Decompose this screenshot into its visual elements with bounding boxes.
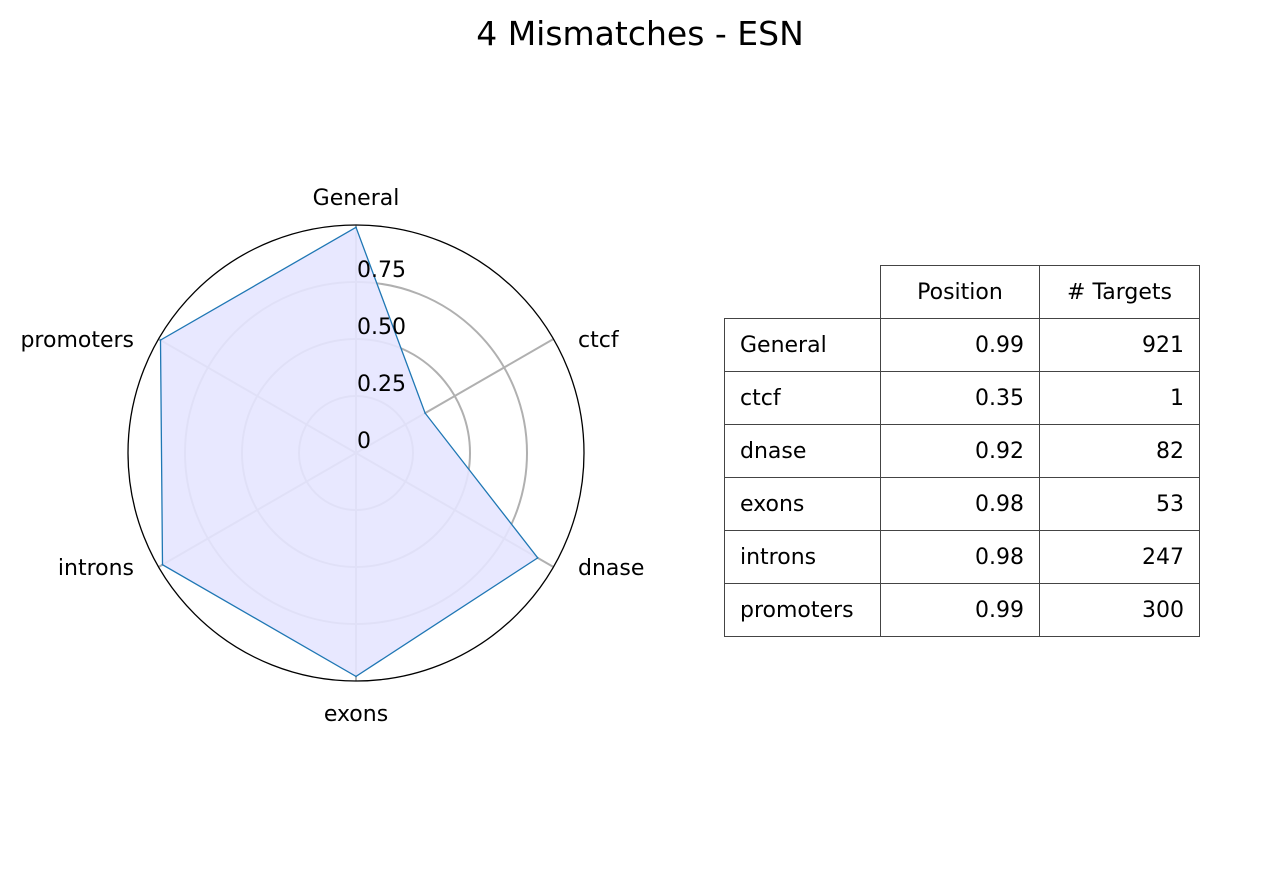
data-point-exons — [355, 675, 357, 678]
position-cell: 0.92 — [880, 424, 1040, 478]
row-label: General — [724, 318, 881, 372]
table-header-row: Position # Targets — [724, 265, 1200, 319]
data-point-dnase — [536, 557, 539, 559]
position-cell: 0.99 — [880, 318, 1040, 372]
category-label-promoters: promoters — [20, 328, 134, 353]
targets-cell: 247 — [1039, 530, 1200, 584]
category-label-General: General — [313, 186, 400, 211]
category-label-dnase: dnase — [578, 556, 644, 581]
row-label: introns — [724, 530, 881, 584]
row-label: exons — [724, 477, 881, 531]
column-header-position: Position — [880, 265, 1040, 319]
table-row: dnase 0.92 82 — [724, 424, 1200, 478]
position-cell: 0.98 — [880, 530, 1040, 584]
table-row: ctcf 0.35 1 — [724, 371, 1200, 425]
data-point-General — [355, 226, 357, 229]
table-row: exons 0.98 53 — [724, 477, 1200, 531]
targets-cell: 300 — [1039, 583, 1200, 637]
position-cell: 0.35 — [880, 371, 1040, 425]
targets-cell: 82 — [1039, 424, 1200, 478]
data-point-introns — [161, 563, 164, 566]
data-point-ctcf — [424, 412, 426, 414]
targets-cell: 53 — [1039, 477, 1200, 531]
series-area — [160, 227, 538, 677]
radial-tick-label: 0.50 — [357, 315, 406, 340]
table-row: promoters 0.99 300 — [724, 583, 1200, 637]
targets-cell: 921 — [1039, 318, 1200, 372]
targets-cell: 1 — [1039, 371, 1200, 425]
position-cell: 0.98 — [880, 477, 1040, 531]
row-label: dnase — [724, 424, 881, 478]
table-corner-cell — [724, 265, 881, 319]
data-point-promoters — [159, 339, 162, 341]
chart-title: 4 Mismatches - ESN — [476, 14, 804, 53]
radial-tick-label: 0.25 — [357, 372, 406, 397]
position-cell: 0.99 — [880, 583, 1040, 637]
radial-tick-label: 0 — [357, 429, 371, 454]
column-header-targets: # Targets — [1039, 265, 1200, 319]
stats-table-container: Position # Targets General 0.99 921 ctcf… — [724, 265, 1200, 637]
row-label: ctcf — [724, 371, 881, 425]
table-row: General 0.99 921 — [724, 318, 1200, 372]
table-row: introns 0.98 247 — [724, 530, 1200, 584]
radial-tick-label: 0.75 — [357, 258, 406, 283]
category-label-exons: exons — [324, 702, 388, 727]
category-label-introns: introns — [58, 556, 134, 581]
row-label: promoters — [724, 583, 881, 637]
category-label-ctcf: ctcf — [578, 328, 620, 353]
radar-frame — [127, 224, 585, 682]
stats-table: Position # Targets General 0.99 921 ctcf… — [724, 265, 1200, 637]
